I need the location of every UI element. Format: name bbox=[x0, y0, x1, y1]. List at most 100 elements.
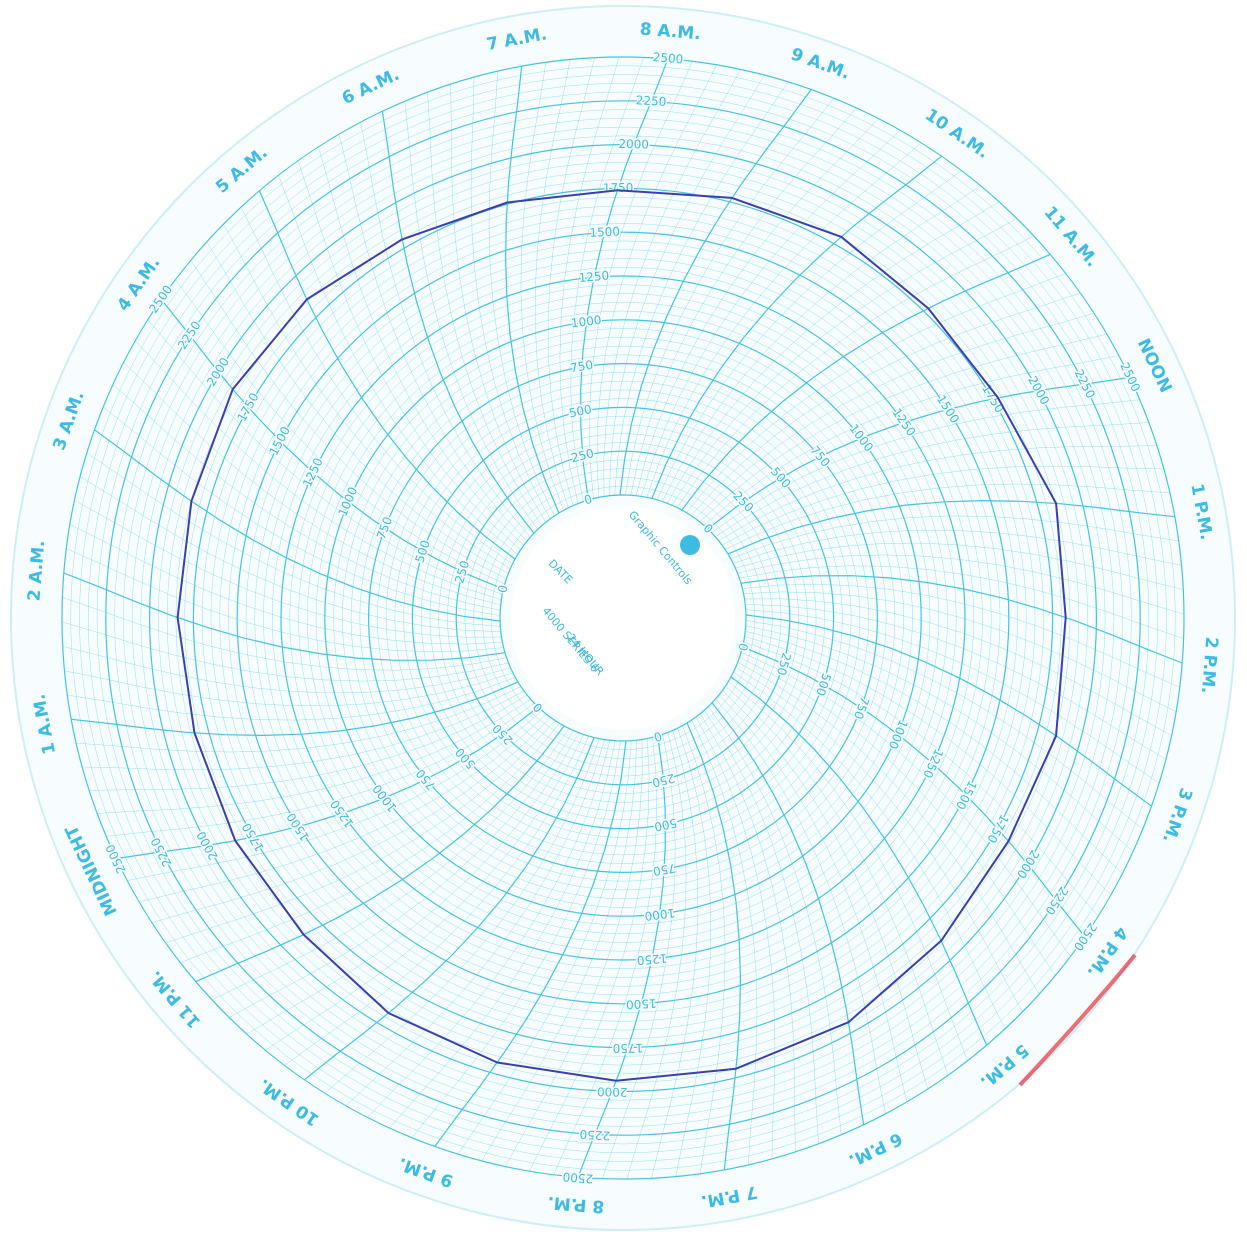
hour-line bbox=[742, 646, 1086, 937]
minor-grid-circle bbox=[263, 258, 983, 978]
hour-line bbox=[619, 89, 812, 496]
minor-grid-circle bbox=[377, 372, 869, 864]
scale-label: 2000 bbox=[597, 1084, 628, 1099]
grid-circle bbox=[324, 319, 922, 917]
minor-grid-circle bbox=[315, 310, 931, 926]
hour-line bbox=[94, 429, 501, 622]
scale-label: 500 bbox=[653, 816, 678, 834]
hour-line bbox=[258, 190, 516, 560]
grid-circle bbox=[61, 56, 1185, 1180]
hour-line bbox=[711, 702, 865, 1125]
hour-line bbox=[727, 499, 1175, 555]
hour-line bbox=[63, 572, 506, 661]
hour-line bbox=[730, 676, 988, 1046]
hour-line bbox=[580, 58, 669, 501]
grid-circle bbox=[105, 100, 1141, 1136]
scale-label: 1750 bbox=[603, 181, 634, 195]
hour-label: 8 A.M. bbox=[639, 19, 701, 44]
hour-line bbox=[681, 253, 1051, 511]
grid-circle bbox=[411, 406, 835, 830]
hour-line bbox=[504, 66, 560, 514]
scale-label: 1000 bbox=[644, 906, 676, 924]
minor-grid-circle bbox=[79, 74, 1167, 1162]
scale-label: 2500 bbox=[652, 50, 684, 66]
scale-label: 1750 bbox=[613, 1041, 644, 1055]
minor-grid-circle bbox=[219, 214, 1027, 1022]
hour-line bbox=[71, 681, 519, 737]
pen-trace bbox=[176, 189, 1067, 1082]
minor-grid-circle bbox=[482, 477, 764, 759]
minor-grid-circle bbox=[210, 205, 1036, 1031]
grid bbox=[61, 56, 1185, 1180]
minor-grid-circle bbox=[342, 337, 904, 899]
minor-grid-circle bbox=[131, 126, 1115, 1110]
minor-grid-circle bbox=[140, 135, 1106, 1101]
hour-line bbox=[304, 737, 595, 1081]
red-pen-mark bbox=[1018, 953, 1137, 1087]
grid-circle bbox=[236, 231, 1010, 1005]
minor-grid-circle bbox=[490, 485, 756, 751]
minor-grid-circle bbox=[403, 398, 843, 838]
scale-label: 2500 bbox=[562, 1169, 594, 1185]
hour-line bbox=[577, 735, 666, 1178]
hour-line bbox=[651, 155, 942, 499]
hour-line bbox=[434, 740, 627, 1147]
hour-line bbox=[195, 725, 565, 983]
minor-grid-circle bbox=[438, 433, 808, 803]
logo bbox=[680, 535, 700, 555]
scale-label: 750 bbox=[569, 358, 594, 376]
minor-grid-circle bbox=[394, 389, 852, 847]
minor-grid-circle bbox=[166, 161, 1080, 1075]
minor-grid-circle bbox=[70, 65, 1176, 1171]
hour-line bbox=[381, 111, 535, 534]
minor-grid-circle bbox=[307, 302, 939, 934]
hour-label: 2 P.M. bbox=[1197, 636, 1222, 694]
scale-label: 2250 bbox=[579, 1127, 610, 1143]
grid-circle bbox=[455, 450, 791, 786]
hour-line bbox=[160, 299, 504, 590]
minor-grid-circle bbox=[420, 415, 826, 821]
grid-circle bbox=[499, 494, 747, 742]
minor-grid-circle bbox=[350, 345, 896, 891]
minor-grid-circle bbox=[359, 354, 887, 882]
minor-grid-circle bbox=[175, 170, 1071, 1066]
hour-line bbox=[745, 614, 1152, 807]
scale-label: 1250 bbox=[636, 951, 668, 968]
minor-grid-circle bbox=[123, 118, 1123, 1118]
minor-grid-circle bbox=[447, 442, 799, 794]
scale-label: 2250 bbox=[635, 93, 666, 109]
minor-grid-circle bbox=[184, 179, 1062, 1057]
scale-label: 1500 bbox=[626, 996, 657, 1011]
grid-circle bbox=[280, 275, 966, 961]
scale-label: 2000 bbox=[618, 137, 649, 152]
minor-grid-circle bbox=[271, 266, 975, 970]
hour-line bbox=[707, 376, 1130, 530]
minor-grid-circle bbox=[228, 223, 1018, 1013]
minor-grid-circle bbox=[298, 293, 948, 943]
minor-grid-circle bbox=[96, 91, 1150, 1145]
minor-grid-circle bbox=[254, 249, 992, 987]
minor-grid-circle bbox=[201, 196, 1045, 1040]
minor-grid-circle bbox=[385, 380, 861, 856]
hour-label: 2 A.M. bbox=[24, 540, 49, 602]
hour-line bbox=[116, 706, 539, 860]
scale-label: 1000 bbox=[570, 313, 602, 331]
grid-circle bbox=[368, 363, 878, 873]
hour-line bbox=[740, 575, 1183, 664]
minor-grid-circle bbox=[245, 240, 1001, 996]
scale-label: 1500 bbox=[589, 224, 620, 239]
scale-label: 750 bbox=[652, 861, 677, 879]
scale-label: 500 bbox=[568, 402, 593, 420]
hour-label: 8 P.M. bbox=[547, 1192, 605, 1217]
center-hole bbox=[511, 506, 735, 730]
minor-grid-circle bbox=[114, 109, 1132, 1127]
minor-grid-circle bbox=[289, 284, 957, 952]
minor-grid-circle bbox=[464, 459, 782, 777]
grid-circle bbox=[192, 187, 1054, 1049]
minor-grid-circle bbox=[88, 83, 1158, 1153]
minor-grid-circle bbox=[158, 153, 1088, 1083]
grid-circle bbox=[149, 144, 1097, 1092]
hour-line bbox=[686, 722, 742, 1170]
